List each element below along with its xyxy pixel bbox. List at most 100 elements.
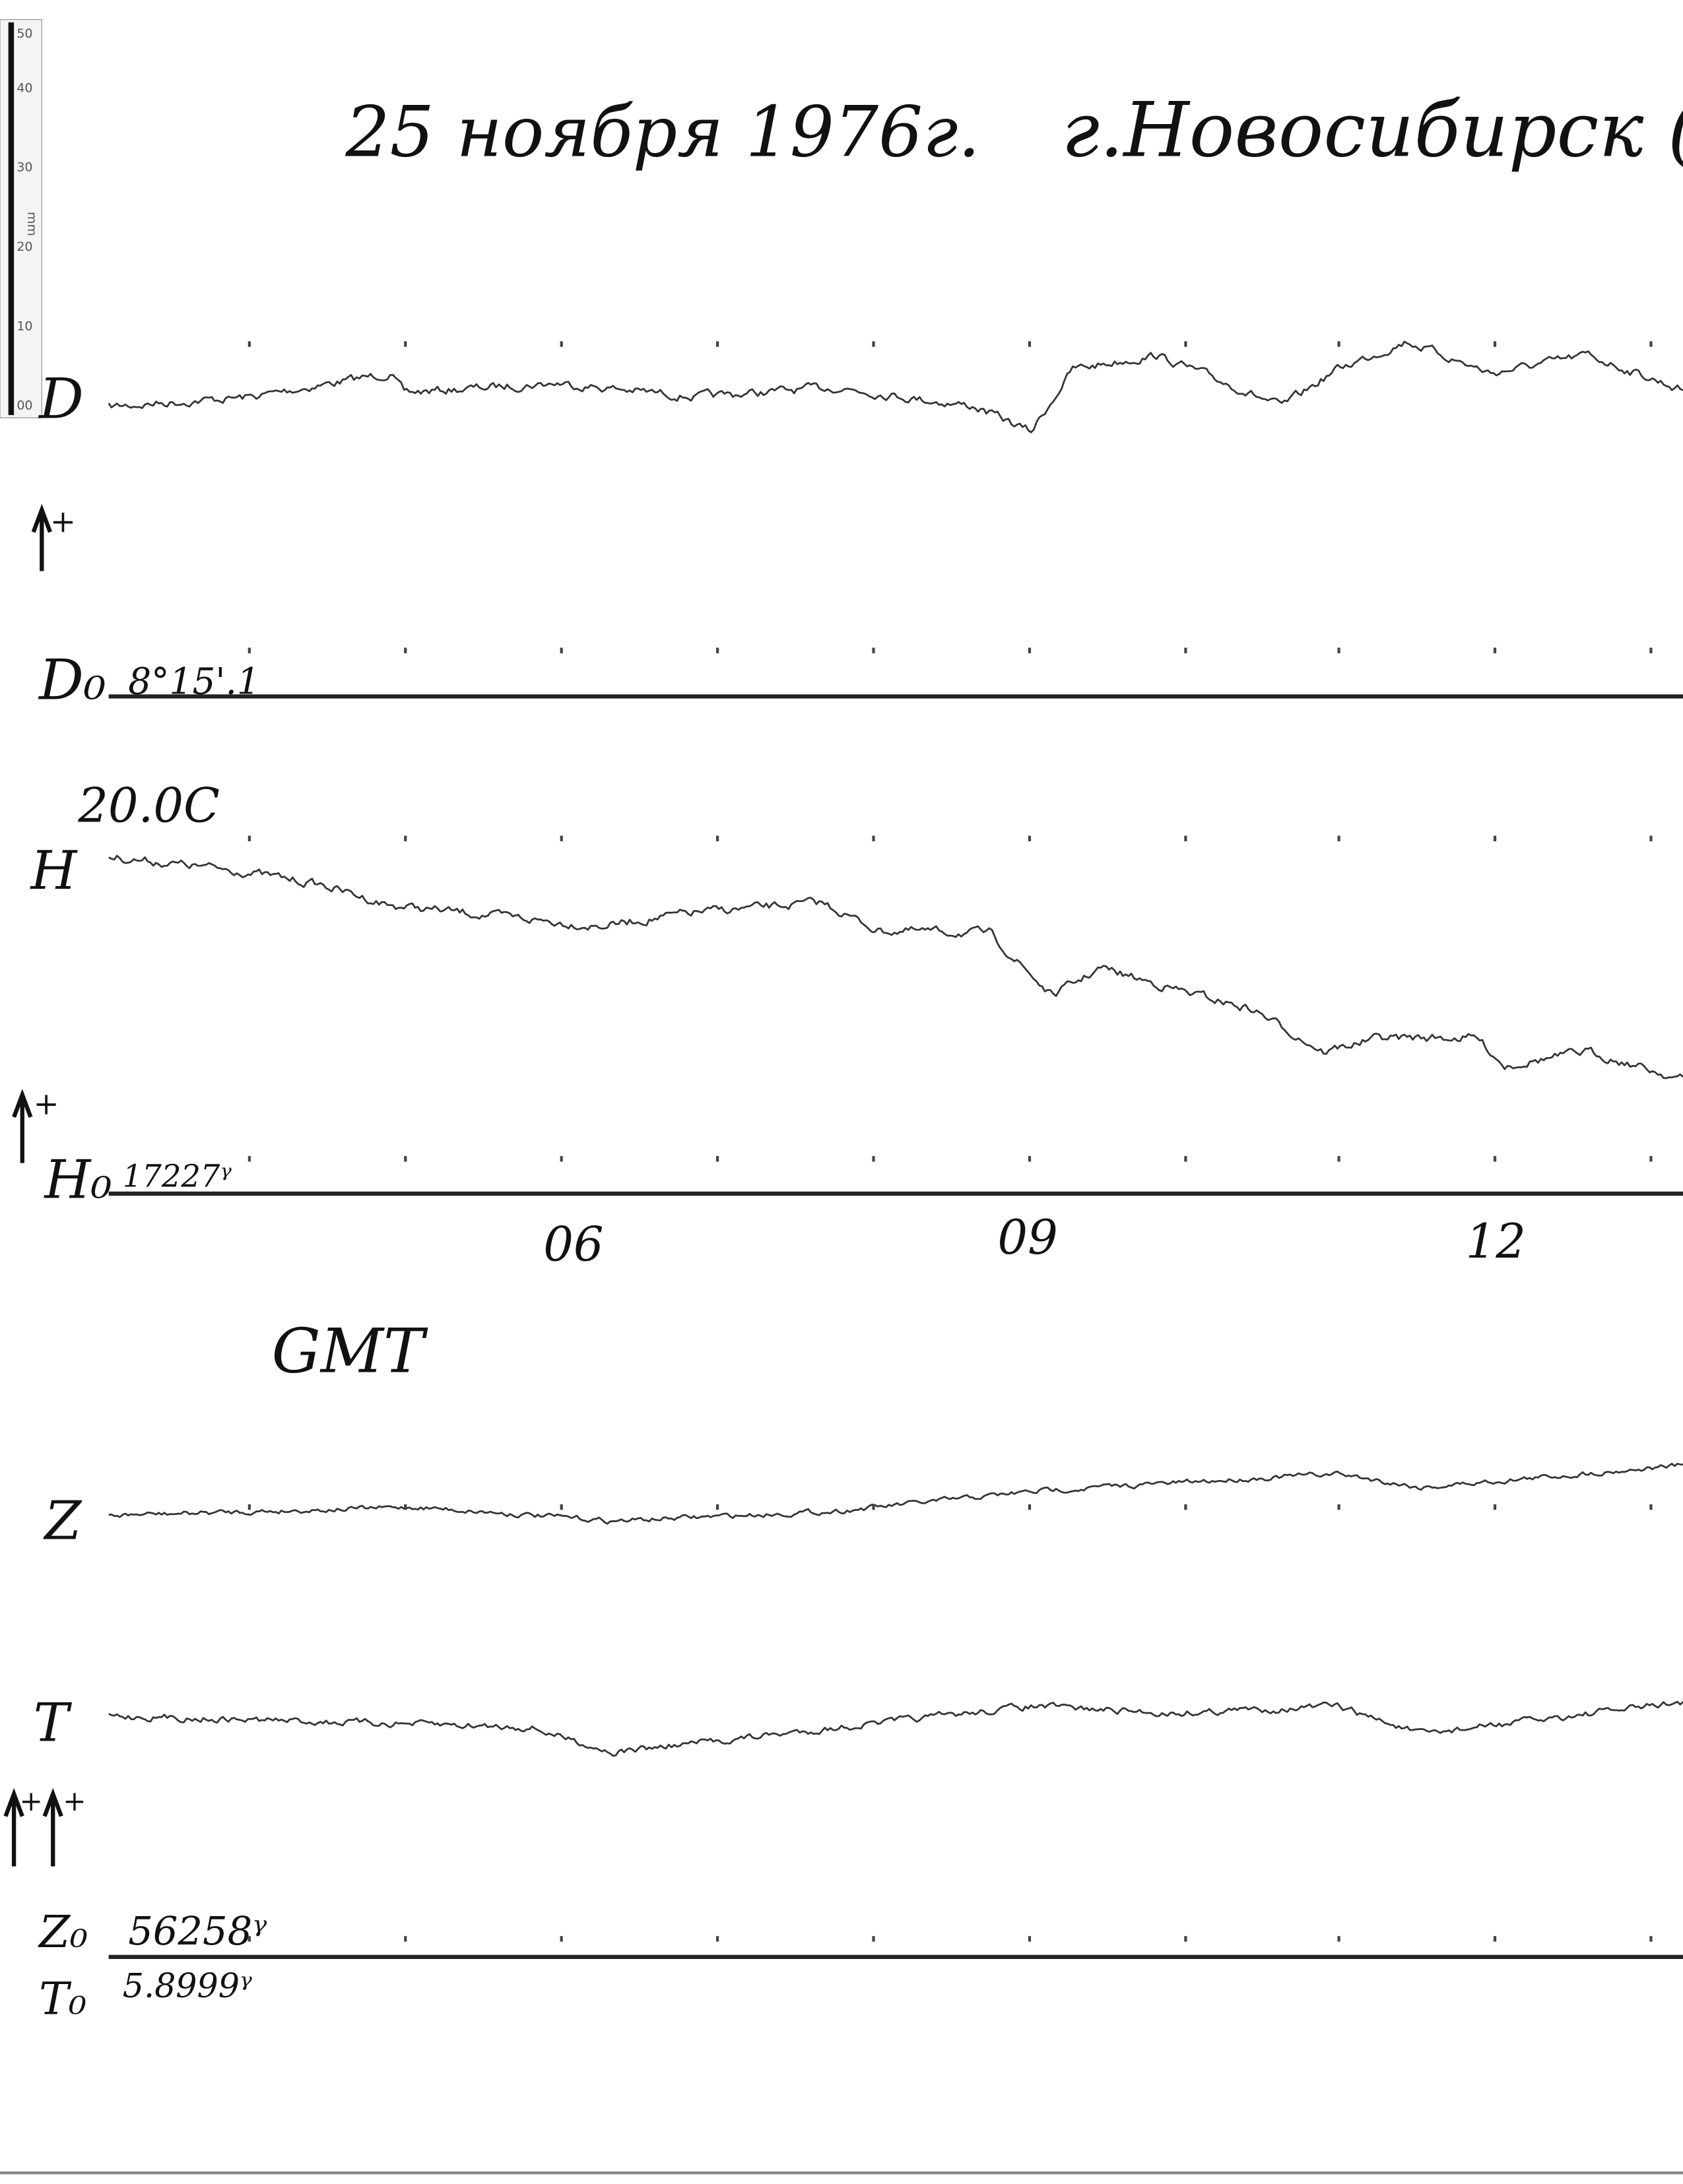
hour-dot (1649, 835, 1653, 842)
hour-dot (716, 1936, 719, 1942)
hour-dot (1028, 1504, 1032, 1510)
hour-dot (404, 1156, 407, 1162)
d-label: D (38, 366, 84, 431)
hour-dot (1337, 341, 1340, 347)
hour-dot (404, 341, 407, 347)
hour-dot (1184, 1504, 1187, 1510)
ruler-label: 10 (16, 319, 32, 333)
hour-dot (1493, 1936, 1497, 1942)
z-base-value: 56258ᵞ (128, 1908, 267, 1954)
traces (108, 340, 1683, 1942)
hour-dot (872, 1936, 875, 1942)
hour-dot (1337, 1156, 1340, 1162)
sign: + (34, 1086, 59, 1122)
trace (108, 1700, 1683, 1757)
h-label: H (29, 840, 78, 901)
h-base-value: 17227ᵞ (123, 1159, 232, 1194)
ruler-label: 40 (16, 80, 32, 95)
hour-dot (248, 1504, 251, 1510)
ruler-label: 20 (16, 240, 32, 254)
time-tick: 06 (543, 1216, 603, 1271)
hour-dot (248, 1936, 251, 1942)
hour-dot (1493, 1504, 1497, 1510)
hour-dot (1649, 341, 1653, 347)
hour-dot (1028, 647, 1032, 654)
sign: + (50, 503, 76, 539)
hour-dot (1493, 341, 1497, 347)
hour-dot (248, 1156, 251, 1162)
time-tick: 09 (997, 1209, 1057, 1265)
hour-dot (1649, 1936, 1653, 1942)
hour-dot (872, 341, 875, 347)
h-base-label: H₀ (44, 1149, 112, 1210)
hour-dot (1184, 341, 1187, 347)
gmt-label: GMT (272, 1315, 428, 1386)
hour-dot (872, 835, 875, 842)
signs: + + (20, 1785, 92, 1817)
z-label: Z (43, 1491, 82, 1552)
hour-dot (872, 647, 875, 654)
hour-dot (1028, 1156, 1032, 1162)
ruler-label: 30 (16, 160, 32, 175)
hour-dot (404, 835, 407, 842)
hour-dot (1184, 1156, 1187, 1162)
temperature: 20.0C (77, 777, 220, 833)
hour-dot (1028, 341, 1032, 347)
arrow (31, 503, 52, 571)
hour-dot (1028, 1936, 1032, 1942)
ruler-unit: mm (24, 212, 39, 236)
hour-dot (560, 341, 563, 347)
hour-dot (1184, 835, 1187, 842)
hour-dot (560, 1156, 563, 1162)
trace (108, 854, 1683, 1079)
hour-dot (1649, 647, 1653, 654)
date: 25 ноября 1976г. (345, 91, 981, 172)
hour-dot (1028, 835, 1032, 842)
trace (108, 340, 1683, 434)
hour-dot (404, 1936, 407, 1942)
arrow (12, 1089, 33, 1163)
hour-dot (560, 835, 563, 842)
hour-dot (1184, 647, 1187, 654)
hour-dot (404, 1504, 407, 1510)
ruler-bar (8, 22, 15, 416)
time-tick: 12 (1466, 1213, 1526, 1269)
t-label: T (34, 1692, 73, 1754)
hour-dot (716, 1504, 719, 1510)
ruler-strip (0, 18, 42, 418)
ruler-label: 00 (16, 399, 32, 413)
hour-dot (872, 1156, 875, 1162)
hour-dot (248, 647, 251, 654)
hour-dot (404, 647, 407, 654)
hour-dot (560, 1504, 563, 1510)
hour-dot (1649, 1156, 1653, 1162)
hour-dot (1649, 1504, 1653, 1510)
hour-dot (560, 1936, 563, 1942)
hour-dot (716, 835, 719, 842)
place: г.Новосибирск (Кл (1062, 86, 1683, 174)
hour-dot (872, 1504, 875, 1510)
hour-dot (248, 835, 251, 842)
d-base-label: D₀ (38, 648, 106, 713)
hour-dot (716, 341, 719, 347)
hour-dot (248, 341, 251, 347)
hour-dot (1337, 835, 1340, 842)
trace (108, 1463, 1683, 1525)
t-base-label: T₀ (39, 1972, 86, 2024)
t-base-value: 5.8999ᵞ (123, 1966, 252, 2005)
hour-dot (716, 647, 719, 654)
hour-dot (1493, 647, 1497, 654)
hour-dot (1337, 647, 1340, 654)
hour-dot (560, 647, 563, 654)
ruler: 50 40 30 20 10 00 mm (0, 18, 42, 418)
hour-dot (1337, 1936, 1340, 1942)
hour-dot (716, 1156, 719, 1162)
hour-dot (1493, 1156, 1497, 1162)
arrows (3, 1787, 63, 1867)
ruler-label: 50 (16, 26, 32, 41)
hour-dot (1337, 1504, 1340, 1510)
hour-dot (1493, 835, 1497, 842)
hour-dot (1184, 1936, 1187, 1942)
